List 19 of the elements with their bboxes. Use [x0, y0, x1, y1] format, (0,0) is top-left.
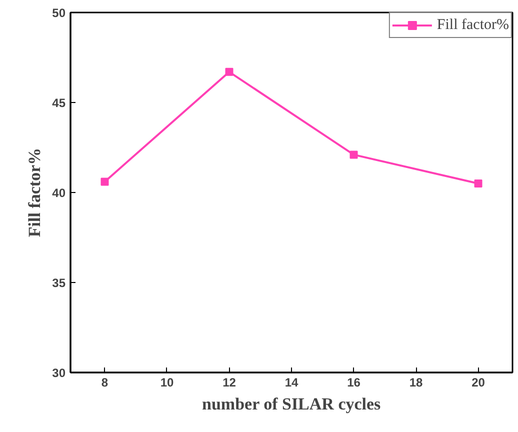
legend-label: Fill factor%	[436, 16, 509, 34]
x-tick-label: 12	[222, 376, 236, 390]
point	[225, 68, 234, 76]
point	[350, 150, 358, 159]
y-axis-title: Fill factor%	[25, 148, 44, 238]
x-tick-label: 8	[101, 376, 108, 390]
x-tick-label: 16	[347, 376, 361, 390]
point	[474, 180, 482, 188]
y-tick-label: 40	[52, 186, 66, 200]
y-tick-label: 35	[52, 276, 66, 290]
y-tick-label: 50	[52, 6, 66, 20]
x-tick-label: 14	[284, 376, 298, 390]
x-tick-label: 10	[160, 376, 174, 390]
y-tick-label: 45	[52, 96, 66, 110]
point	[100, 178, 109, 186]
x-tick-label: 18	[409, 376, 424, 390]
x-tick-label: 20	[472, 376, 486, 390]
x-axis-title: number of SILAR cycles	[202, 394, 382, 414]
y-tick-label: 30	[52, 366, 66, 380]
